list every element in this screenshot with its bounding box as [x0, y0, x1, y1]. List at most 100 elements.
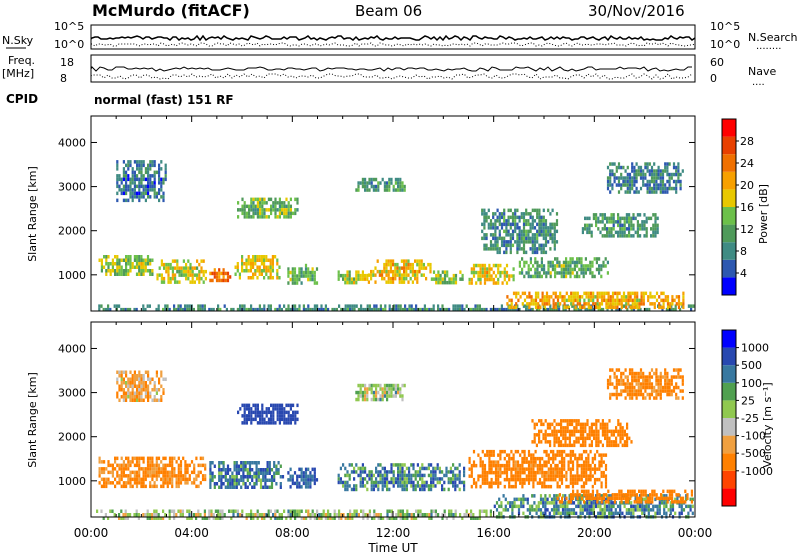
heatmap-cell — [672, 165, 676, 170]
colorbar-swatch — [722, 119, 736, 137]
heatmap-cell — [520, 501, 523, 505]
heatmap-cell — [636, 230, 639, 235]
heatmap-cell — [100, 304, 103, 308]
heatmap-cell — [133, 177, 136, 182]
heatmap-cell — [598, 305, 601, 310]
heatmap-cell — [180, 269, 183, 274]
heatmap-cell — [512, 456, 515, 461]
heatmap-cell — [177, 484, 180, 489]
heatmap-cell — [558, 271, 561, 275]
heatmap-cell — [125, 484, 128, 489]
heatmap-cell — [149, 177, 152, 182]
heatmap-cell — [654, 216, 657, 221]
heatmap-cell — [153, 191, 156, 196]
heatmap-cell — [526, 295, 529, 299]
heatmap-cell — [496, 247, 499, 251]
heatmap-cell — [610, 494, 613, 498]
heatmap-cell — [261, 197, 264, 202]
heatmap-cell — [623, 440, 626, 444]
heatmap-cell — [582, 271, 585, 275]
heatmap-cell — [210, 509, 213, 513]
heatmap-cell — [226, 278, 230, 283]
heatmap-cell — [222, 464, 225, 468]
heatmap-cell — [118, 272, 121, 276]
heatmap-cell — [607, 291, 610, 296]
heatmap-cell — [368, 177, 371, 182]
heatmap-cell — [532, 460, 535, 464]
heatmap-cell — [552, 456, 555, 461]
heatmap-cell — [383, 181, 386, 185]
heatmap-cell — [598, 267, 601, 272]
heatmap-cell — [617, 307, 620, 312]
heatmap-cell — [679, 500, 682, 504]
heatmap-cell — [596, 298, 599, 303]
heatmap-cell — [516, 460, 520, 464]
heatmap-cell — [449, 466, 452, 471]
heatmap-cell — [236, 513, 239, 517]
heatmap-cell — [410, 477, 413, 481]
heatmap-cell — [195, 513, 198, 517]
colorbar-tick-label: 12 — [740, 223, 754, 236]
heatmap-cell — [538, 215, 541, 220]
heatmap-cell — [591, 474, 594, 478]
heatmap-cell — [538, 264, 541, 268]
heatmap-cell — [505, 250, 508, 255]
heatmap-cell — [364, 387, 367, 391]
heatmap-cell — [278, 307, 281, 312]
heatmap-cell — [633, 172, 636, 177]
heatmap-cell — [443, 277, 447, 281]
heatmap-cell — [497, 481, 500, 485]
heatmap-cell — [368, 509, 371, 513]
heatmap-cell — [370, 383, 373, 388]
heatmap-cell — [206, 516, 209, 520]
heatmap-cell — [481, 270, 484, 275]
heatmap-cell — [596, 295, 599, 299]
heatmap-cell — [190, 460, 194, 464]
heatmap-cell — [236, 509, 239, 513]
heatmap-cell — [560, 474, 564, 478]
heatmap-cell — [523, 274, 526, 279]
heatmap-cell — [689, 504, 692, 509]
heatmap-cell — [167, 262, 170, 267]
heatmap-cell — [499, 453, 502, 457]
heatmap-cell — [313, 516, 316, 520]
heatmap-cell — [353, 280, 356, 285]
heatmap-cell — [224, 271, 227, 276]
heatmap-cell — [302, 471, 305, 475]
heatmap-cell — [633, 169, 636, 173]
heatmap-cell — [656, 216, 659, 221]
heatmap-cell — [248, 417, 251, 422]
heatmap-cell — [294, 307, 297, 312]
heatmap-cell — [269, 272, 272, 276]
heatmap-cell — [538, 477, 542, 482]
heatmap-cell — [553, 240, 556, 244]
heatmap-cell — [157, 474, 161, 478]
heatmap-cell — [527, 271, 530, 275]
heatmap-cell — [125, 272, 128, 276]
heatmap-cell — [371, 307, 374, 312]
heatmap-cell — [173, 509, 176, 513]
heatmap-cell — [641, 223, 644, 228]
heatmap-cell — [526, 497, 529, 502]
heatmap-cell — [534, 477, 537, 482]
heatmap-cell — [285, 208, 288, 212]
heatmap-cell — [243, 204, 246, 209]
heatmap-cell — [611, 496, 614, 501]
heatmap-cell — [554, 295, 557, 299]
heatmap-cell — [653, 190, 656, 194]
heatmap-cell — [388, 390, 391, 395]
heatmap-cell — [242, 482, 245, 486]
heatmap-cell — [313, 281, 316, 285]
heatmap-cell — [637, 307, 640, 312]
heatmap-cell — [167, 266, 170, 270]
heatmap-cell — [388, 307, 391, 312]
heatmap-cell — [144, 198, 147, 203]
heatmap-cell — [495, 501, 499, 505]
heatmap-cell — [547, 260, 550, 265]
heatmap-cell — [542, 511, 545, 516]
heatmap-cell — [359, 470, 362, 474]
heatmap-cell — [228, 509, 231, 513]
heatmap-cell — [454, 304, 457, 308]
heatmap-cell — [127, 272, 130, 276]
heatmap-cell — [366, 387, 369, 391]
